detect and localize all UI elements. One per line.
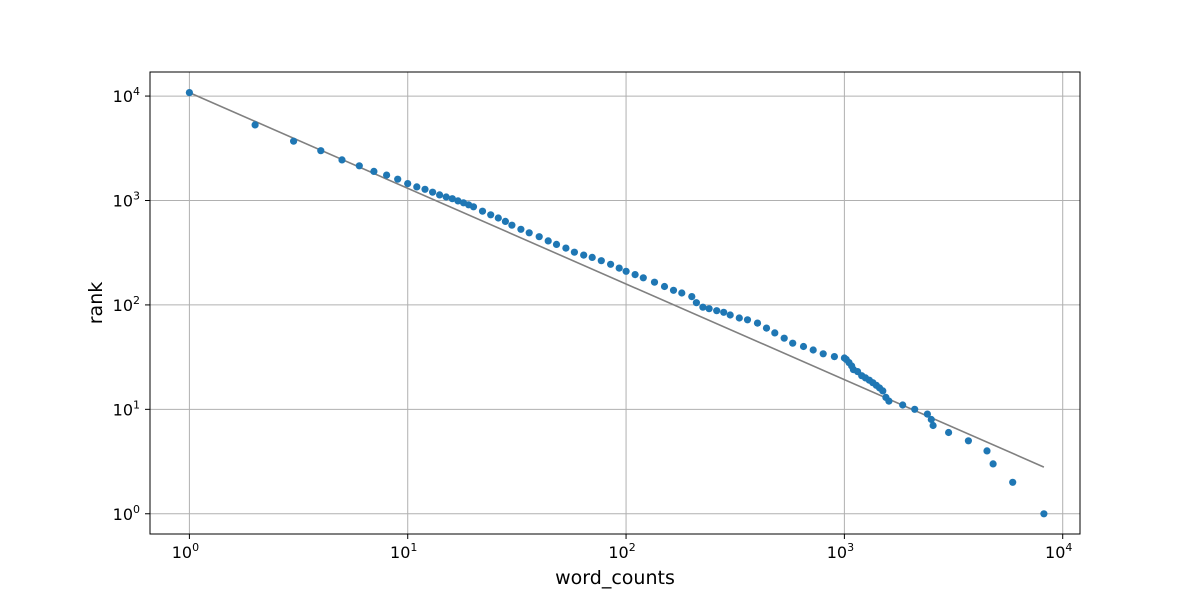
data-point [735,314,743,322]
y-axis-label: rank [85,282,107,325]
data-point [570,248,579,256]
data-point [650,278,659,286]
y-tick-label: 101 [113,398,140,419]
data-point [789,339,797,347]
data-point [899,401,907,409]
data-point [830,353,839,361]
data-point [622,267,630,275]
data-point [436,191,444,199]
plot-background [150,72,1080,534]
data-point [544,237,552,245]
x-tick-label: 103 [827,541,854,562]
data-point [478,207,487,215]
data-point [448,195,456,203]
data-point [413,183,421,191]
data-point [494,214,502,222]
data-point [743,316,752,324]
data-point [809,346,817,354]
data-point [762,324,771,332]
data-point [370,167,378,175]
data-point [552,240,561,248]
data-point [929,421,937,430]
data-point [964,437,973,445]
data-point [429,188,437,196]
data-point [639,274,647,282]
data-point [879,387,887,395]
y-tick-label: 102 [113,294,140,315]
x-axis-label: word_counts [555,567,675,589]
data-point [501,217,509,225]
data-point [355,162,363,170]
data-point [945,428,953,437]
data-point [660,282,669,291]
grid-lines [150,72,1080,534]
data-point [562,244,570,252]
data-point [517,225,525,233]
data-point [525,229,533,237]
data-point [780,334,788,342]
data-point [535,233,543,241]
data-point [290,137,298,145]
data-point [469,203,478,211]
data-point [771,329,779,337]
data-point [923,410,932,418]
x-tick-label: 101 [390,541,417,562]
data-point [911,405,919,413]
data-point [1009,478,1017,486]
data-points-layer [185,89,1048,518]
data-point [688,293,696,301]
data-point [720,308,728,316]
data-point [753,319,762,327]
y-tick-label: 103 [113,189,140,210]
x-tick-label: 100 [172,541,199,562]
data-point [597,257,605,265]
data-point [669,286,678,294]
data-point [442,193,450,201]
data-point [421,185,429,193]
data-point [580,251,588,259]
data-point [705,305,713,313]
data-point [927,415,935,424]
y-tick-label: 104 [113,85,140,106]
data-point [588,253,596,261]
data-point [989,460,997,468]
data-point [454,197,462,205]
y-tick-label: 100 [113,503,140,524]
data-point [678,289,686,297]
data-point [185,89,193,97]
data-point [251,121,259,129]
data-point [383,171,391,179]
plot-frame [149,71,1081,535]
data-point [394,175,402,183]
data-point [726,311,734,319]
data-point [404,180,412,188]
data-point [983,447,991,455]
data-point [487,211,495,219]
data-point [819,350,827,358]
data-point [692,299,701,307]
data-point [1040,510,1048,518]
data-point [885,397,893,405]
axis-ticks: 100 101 102 103 104 100 101 102 103 104 [113,85,1073,562]
x-tick-label: 104 [1045,541,1072,562]
data-point [508,221,516,229]
x-tick-label: 102 [608,541,635,562]
data-point [615,264,623,272]
data-point [631,271,639,279]
data-point [713,307,721,315]
data-point [317,147,325,155]
data-point [338,156,346,164]
data-point [699,303,707,311]
data-point [799,342,808,351]
data-point [607,260,615,268]
